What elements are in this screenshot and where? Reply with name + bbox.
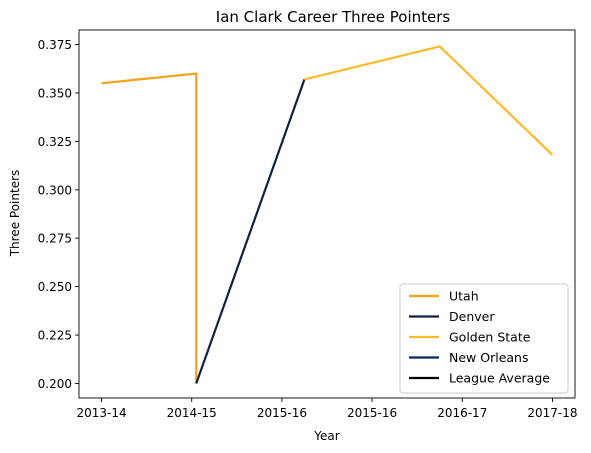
y-tick-label: 0.200 xyxy=(38,377,72,391)
x-tick-label: 2013-14 xyxy=(76,406,126,420)
x-tick-label: 2014-15 xyxy=(167,406,217,420)
plot-area: 2013-14 2014-15 2015-16 2015-16 2016-17 2017-… xyxy=(38,29,578,420)
legend: Utah Denver Golden State New Orleans League … xyxy=(399,283,569,394)
y-tick-label: 0.225 xyxy=(38,329,72,343)
x-tick-label: 2017-18 xyxy=(527,406,577,420)
x-axis-label: Year xyxy=(313,429,339,443)
legend-label: Denver xyxy=(449,309,495,324)
legend-label: Golden State xyxy=(449,330,531,345)
y-tick-label: 0.275 xyxy=(38,232,72,246)
x-tick-label: 2015-16 xyxy=(257,406,307,420)
x-tick-label: 2015-16 xyxy=(347,406,397,420)
series-line-1 xyxy=(195,79,306,384)
y-tick-label: 0.300 xyxy=(38,183,72,197)
legend-label: New Orleans xyxy=(449,350,528,365)
legend-label: League Average xyxy=(449,371,550,386)
legend-label: Utah xyxy=(449,289,479,304)
axes-frame xyxy=(78,29,576,399)
y-tick-label: 0.250 xyxy=(38,280,72,294)
series-line-2 xyxy=(304,45,554,156)
legend-box xyxy=(399,283,569,394)
series-line-0 xyxy=(101,72,198,384)
x-tick-label: 2016-17 xyxy=(437,406,487,420)
y-tick-label: 0.325 xyxy=(38,135,72,149)
y-tick-label: 0.350 xyxy=(38,86,72,100)
y-axis-label: Three Pointers xyxy=(8,170,22,258)
y-tick-label: 0.375 xyxy=(38,38,72,52)
chart-title: Ian Clark Career Three Pointers xyxy=(216,8,451,26)
